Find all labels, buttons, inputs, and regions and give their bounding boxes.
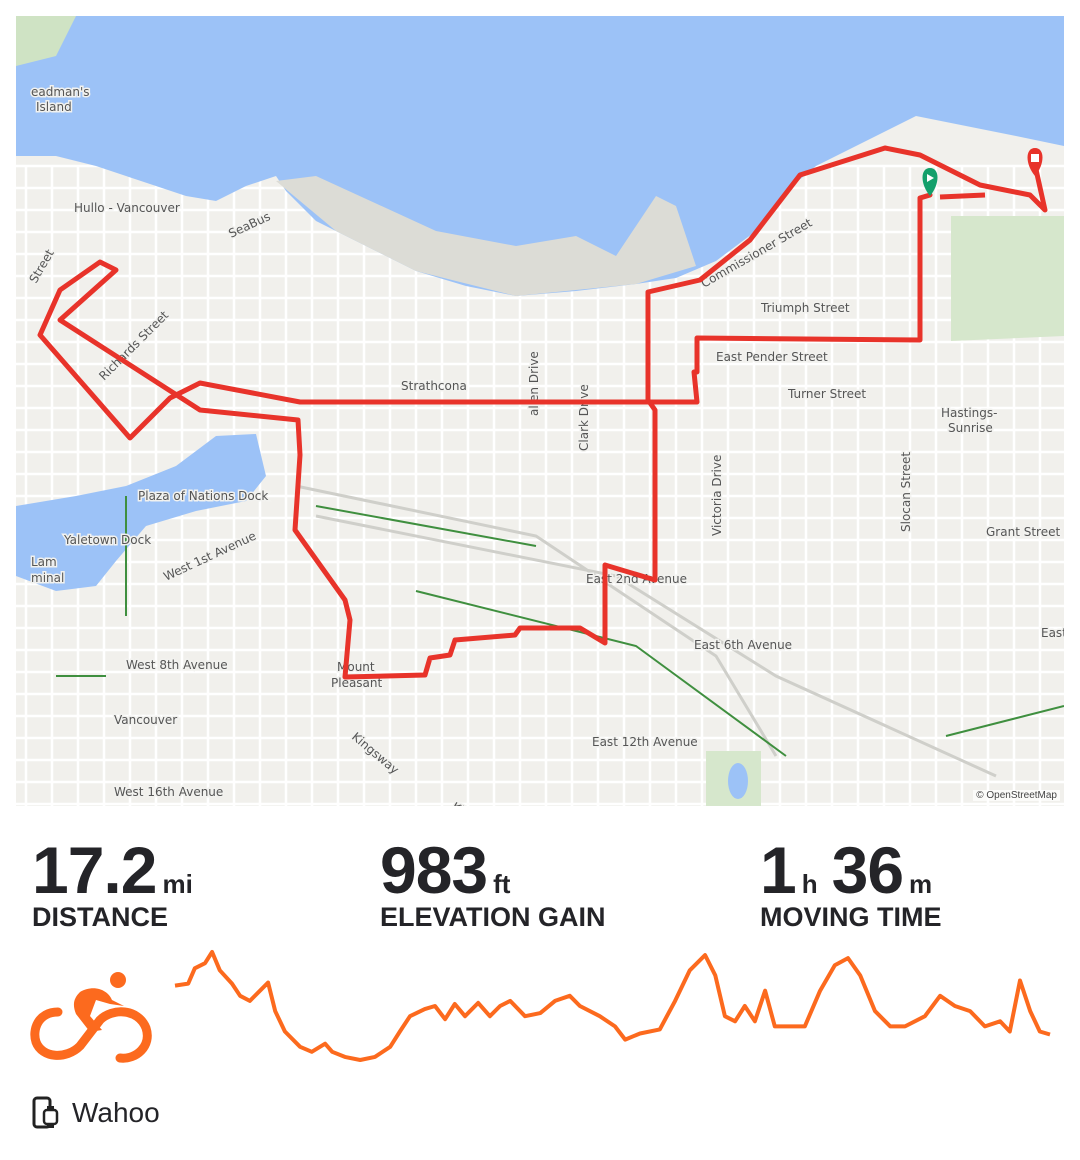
moving-time-label: MOVING TIME [760,902,942,932]
minutes-unit: m [909,869,933,899]
map-label: East 5 [1041,626,1064,640]
map-label: Plaza of Nations Dock [138,489,268,503]
map-label: Triumph Street [760,301,850,315]
map-label: Mount [337,660,375,674]
greenway [56,496,1064,757]
map-attribution[interactable]: © OpenStreetMap [973,790,1060,801]
phone-watch-icon [32,1096,59,1129]
moving-time-minutes: 36 [831,833,904,907]
stanley-park [16,16,76,66]
distance-stat: 17.2 mi DISTANCE [32,832,207,933]
map-label: East 6th Avenue [694,638,792,652]
distance-unit: mi [162,869,193,899]
map-label: West 16th Avenue [114,785,223,799]
map-label: Strathcona [401,379,467,393]
map-label: Hastings- [941,406,997,420]
distance-value: 17.2 [32,833,157,907]
map-label: Clark Drive [577,384,591,451]
elevation-label: ELEVATION GAIN [380,902,606,932]
moving-time-stat: 1 h 36 m MOVING TIME [760,832,946,933]
map-label: Lam [31,555,57,569]
elevation-value: 983 [380,833,488,907]
map-label: Turner Street [787,387,866,401]
rail-corridor [295,484,997,778]
map-label: Hullo - Vancouver [74,201,180,215]
end-marker[interactable] [1027,148,1043,176]
play-icon [927,174,934,182]
map-label: Slocan Street [899,452,913,532]
map-label: East Pender Street [716,350,828,364]
port-piers [276,176,696,296]
map-label: West 8th Avenue [126,658,228,672]
start-marker[interactable] [922,168,938,196]
water-false-creek [16,434,266,591]
distance-label: DISTANCE [32,902,169,932]
activity-route[interactable] [37,145,1048,680]
map-label: East 12th Avenue [592,735,698,749]
elevation-line [174,950,1051,1062]
elevation-profile [174,950,1051,1062]
water-burrard-inlet [16,16,1064,296]
cycling-icon [30,972,152,1063]
activity-route-spur [939,192,986,200]
map-label: eadman's [31,85,90,99]
map-label: minal [31,571,64,585]
map-label: Yaletown Dock [63,533,151,547]
device-name: Wahoo [72,1097,160,1128]
moving-time-hours: 1 [760,833,797,907]
map-label: Sunrise [948,421,993,435]
park-hastings [951,216,1064,341]
hours-unit: h [801,869,818,899]
map-label: Victoria Drive [710,455,724,536]
map-label: East 2nd Avenue [586,572,687,586]
map-label: allen Drive [527,351,541,416]
elevation-unit: ft [493,869,511,899]
stop-icon [1031,154,1039,162]
map-label: Grant Street [986,525,1060,539]
map-label: Vancouver [114,713,177,727]
trout-lake [728,763,748,799]
map-label: Island [36,100,72,114]
elevation-stat: 983 ft ELEVATION GAIN [380,832,606,933]
device-info: Wahoo [32,1096,160,1130]
